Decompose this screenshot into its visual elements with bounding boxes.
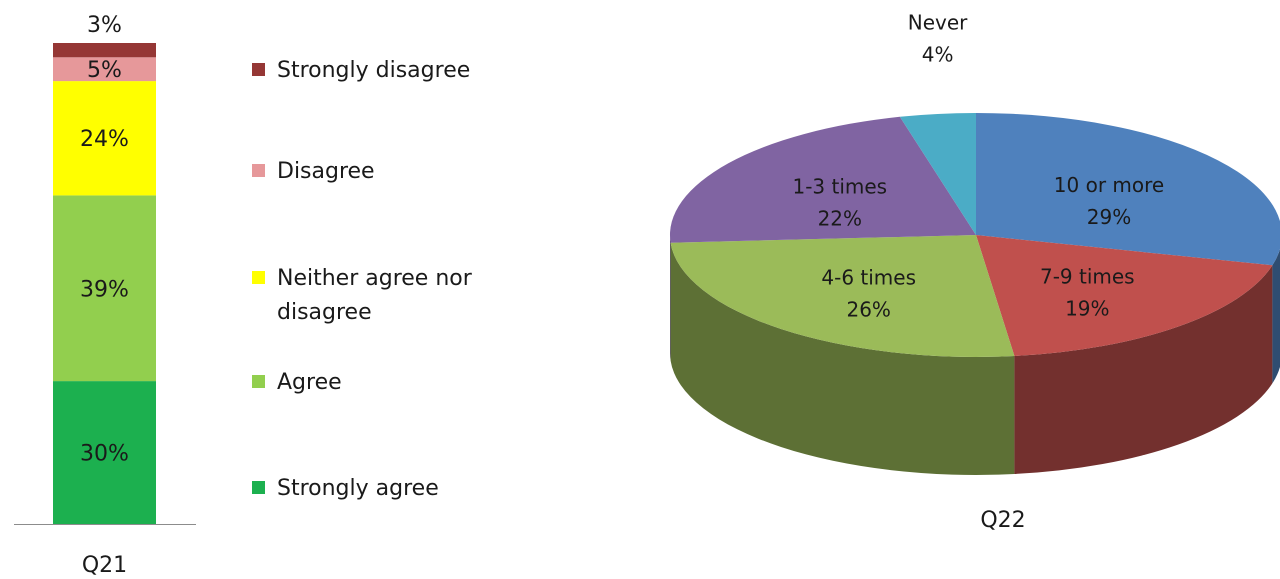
- legend-item-neither-agree-nor-disagree: Neither agree nor disagree: [252, 262, 482, 330]
- legend-label: Strongly agree: [277, 476, 439, 501]
- bar-segment-strongly-disagree: [53, 43, 156, 58]
- pie-slice-label: Never: [908, 10, 968, 34]
- q21-stacked-bar-chart: 30% 39% 24% 5% 3% Q21: [14, 13, 196, 578]
- pie-title: Q22: [980, 508, 1025, 533]
- pie-slice-7-9-times: [976, 235, 1273, 356]
- pie-slice-value: 19%: [1065, 296, 1109, 320]
- pie-slice-label: 10 or more: [1054, 173, 1164, 197]
- bar-segment-strongly-agree: [53, 381, 156, 524]
- bar-segment-disagree: [53, 57, 156, 82]
- bar-segment-neither-agree-nor-disagree: [53, 81, 156, 196]
- bar-data-label: 39%: [80, 277, 129, 302]
- pie-slice-value: 29%: [1087, 205, 1131, 229]
- x-tick-label: Q21: [82, 553, 127, 578]
- legend-swatch: [252, 164, 265, 177]
- pie-slice-never: [899, 112, 976, 235]
- pie-slice-label: 4-6 times: [821, 266, 916, 290]
- bar-data-label: 3%: [87, 13, 122, 38]
- bar-segment-agree: [53, 195, 156, 382]
- legend-item-strongly-disagree: Strongly disagree: [252, 54, 482, 88]
- pie-side-10-or-more: [1272, 248, 1280, 384]
- legend-label: Disagree: [277, 159, 375, 184]
- bar-data-label: 24%: [80, 127, 129, 152]
- bar-data-label: 5%: [87, 58, 122, 83]
- pie-slice-value: 22%: [818, 207, 862, 231]
- pie-slice-value: 4%: [922, 42, 954, 66]
- legend-swatch: [252, 481, 265, 494]
- legend-label: Agree: [277, 370, 342, 395]
- legend-swatch: [252, 271, 265, 284]
- pie-slice-10-or-more: [976, 113, 1280, 266]
- pie-slice-value: 26%: [846, 298, 890, 322]
- bar-data-label: 30%: [80, 442, 129, 467]
- pie-side-4-6-times: [670, 242, 1015, 475]
- pie-slice-label: 1-3 times: [792, 175, 887, 199]
- legend-label: Strongly disagree: [277, 58, 471, 83]
- pie-side-7-9-times: [1014, 265, 1273, 474]
- pie-slice-4-6-times: [670, 235, 1015, 357]
- legend-item-strongly-agree: Strongly agree: [252, 472, 482, 506]
- legend-item-agree: Agree: [252, 366, 482, 400]
- pie-slice-1-3-times: [669, 116, 976, 243]
- pie-slice-label: 7-9 times: [1040, 264, 1135, 288]
- pie-side-1-3-times: [669, 235, 671, 361]
- q22-pie-chart: 10 or more 29% 7-9 times 19% 4-6 times 26% 1-3…: [669, 10, 1280, 533]
- legend-item-disagree: Disagree: [252, 155, 482, 189]
- legend-swatch: [252, 375, 265, 388]
- legend-label: Neither agree nor disagree: [277, 266, 472, 325]
- legend-swatch: [252, 63, 265, 76]
